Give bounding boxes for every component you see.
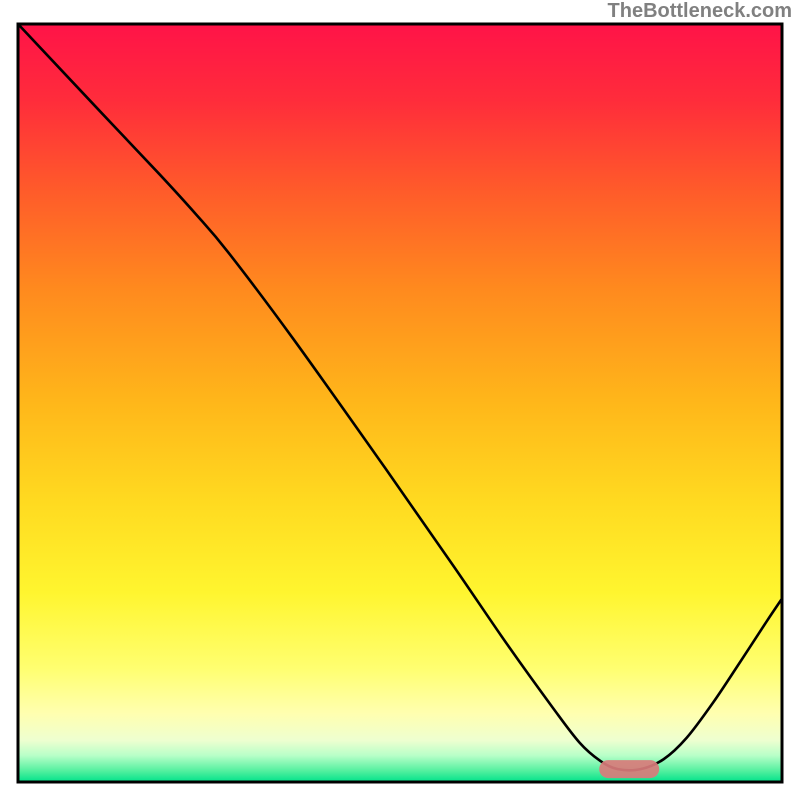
watermark-text: TheBottleneck.com (608, 0, 792, 23)
chart-svg (0, 0, 800, 800)
optimal-marker (599, 760, 659, 778)
chart-canvas: TheBottleneck.com (0, 0, 800, 800)
chart-background (18, 24, 782, 782)
